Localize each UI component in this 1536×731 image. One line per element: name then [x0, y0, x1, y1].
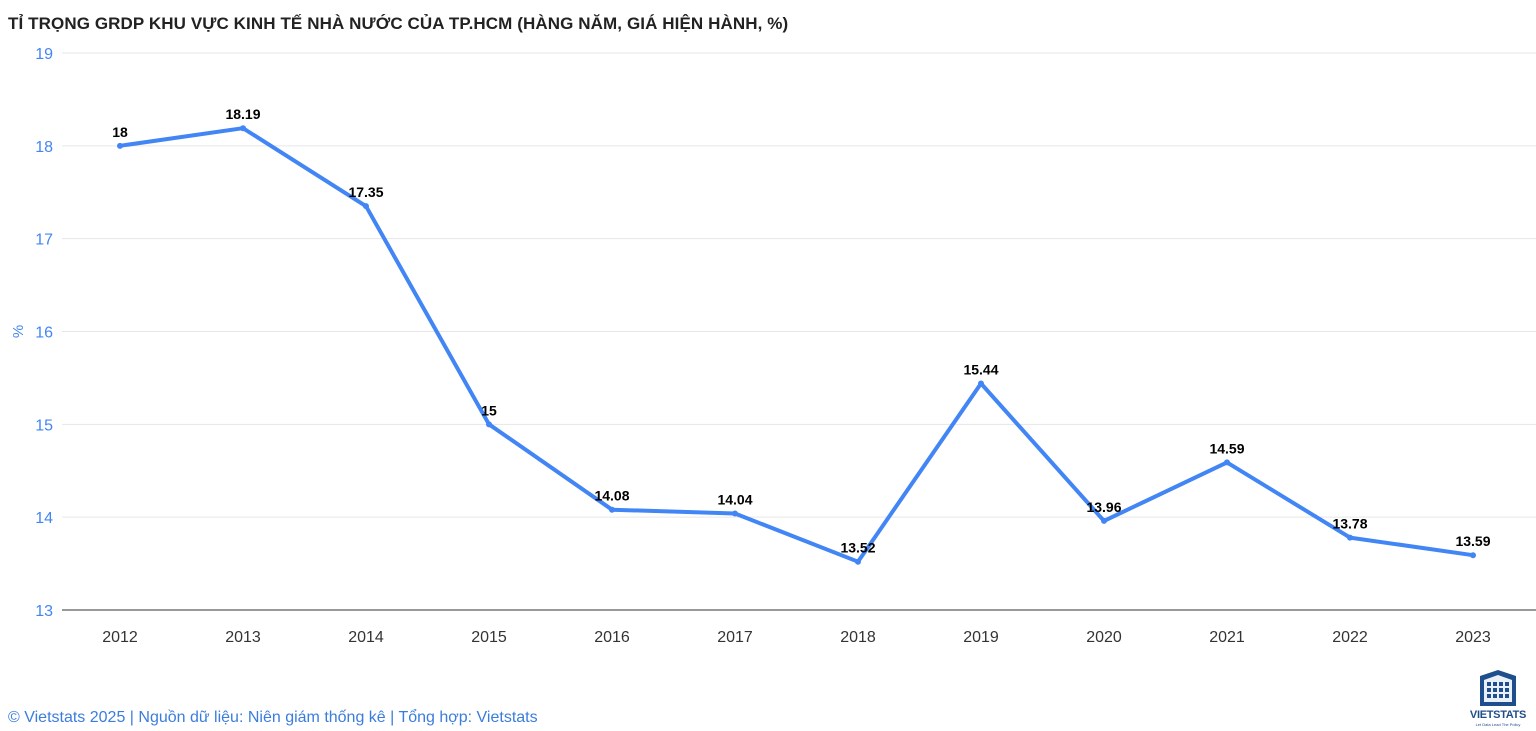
x-tick-label: 2015 [471, 629, 507, 646]
data-point [855, 558, 861, 565]
data-point [486, 421, 492, 428]
y-tick-label: 14 [35, 510, 53, 527]
data-point [609, 506, 615, 513]
data-label: 14.08 [594, 488, 629, 504]
logo-name: VIETSTATS [1469, 709, 1527, 721]
building-grid-icon [1480, 670, 1516, 706]
x-tick-label: 2014 [348, 629, 384, 646]
data-label: 13.78 [1332, 516, 1367, 532]
logo-tagline: Let Data Lead The Policy [1475, 722, 1521, 727]
footer-credit: © Vietstats 2025 | Nguồn dữ liệu: Niên g… [8, 709, 538, 726]
y-tick-label: 13 [35, 603, 53, 620]
data-label: 18 [112, 124, 128, 140]
y-tick-label: 17 [35, 232, 53, 249]
x-tick-label: 2022 [1332, 629, 1368, 646]
x-tick-label: 2013 [225, 629, 261, 646]
x-tick-label: 2018 [840, 629, 876, 646]
grid-lines [62, 52, 1536, 611]
series-line [118, 126, 1475, 564]
data-label: 15 [481, 402, 497, 418]
data-label: 14.59 [1209, 440, 1244, 456]
data-label: 18.19 [225, 106, 260, 122]
data-point [978, 380, 984, 387]
data-point [1470, 552, 1476, 559]
data-point [732, 510, 738, 517]
x-tick-label: 2021 [1209, 629, 1245, 646]
series-line-group [117, 125, 1476, 565]
y-tick-label: 15 [35, 417, 53, 434]
x-tick-label: 2023 [1455, 629, 1491, 646]
x-tick-label: 2019 [963, 629, 999, 646]
y-tick-label: 19 [35, 46, 53, 63]
data-point [1101, 517, 1107, 524]
x-tick-label: 2017 [717, 629, 753, 646]
vietstats-logo: VIETSTATS Let Data Lead The Policy [1462, 668, 1534, 728]
data-label: 13.59 [1455, 533, 1490, 549]
y-tick-label: 18 [35, 139, 53, 156]
data-point [240, 125, 246, 132]
data-label: 14.04 [717, 491, 752, 507]
data-labels: 18 18.19 17.35 15 14.08 14.04 13.52 15.44 13.96 1… [112, 106, 1491, 556]
x-axis: 2012 2013 2014 2015 2016 2017 2018 2019 2020 2021… [102, 629, 1491, 646]
x-tick-label: 2012 [102, 629, 138, 646]
data-label: 17.35 [348, 184, 383, 200]
x-tick-label: 2020 [1086, 629, 1122, 646]
data-point [1347, 534, 1353, 541]
y-tick-label: 16 [35, 325, 53, 342]
y-axis-title: % [10, 325, 27, 338]
y-axis: 13 14 15 16 17 18 19% [10, 46, 53, 620]
data-point [117, 142, 123, 149]
data-label: 15.44 [963, 361, 998, 377]
data-label: 13.96 [1086, 499, 1121, 515]
data-label: 13.52 [840, 540, 875, 556]
chart-title: TỈ TRỌNG GRDP KHU VỰC KINH TẾ NHÀ NƯỚC C… [8, 14, 789, 33]
data-point [1224, 459, 1230, 466]
x-tick-label: 2016 [594, 629, 630, 646]
data-point [363, 203, 369, 210]
